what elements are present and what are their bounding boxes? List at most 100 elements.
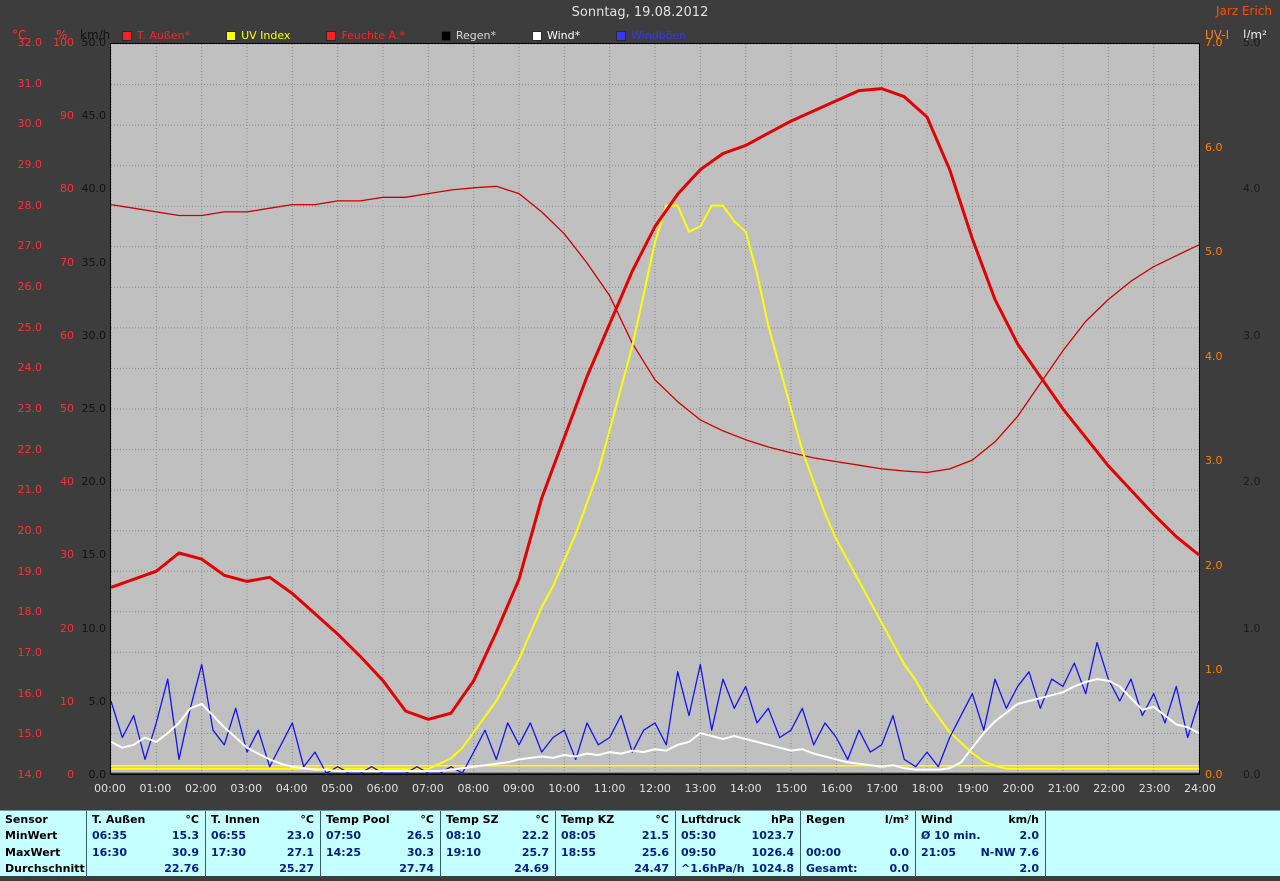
chart-legend: T. Außen* UV Index Feuchte A.* Regen* Wind* W… (122, 29, 722, 42)
chart-plot-area (110, 43, 1200, 775)
time-axis-tick: 24:00 (1184, 782, 1216, 795)
time-axis-tick: 08:00 (457, 782, 490, 795)
legend-item: T. Außen* (122, 29, 190, 42)
time-axis-tick: 23:00 (1138, 782, 1171, 795)
temp-axis-tick: 18.0 (17, 605, 43, 619)
humidity-axis-tick: 20 (60, 621, 74, 635)
uv-axis-tick: 2.0 (1205, 558, 1223, 572)
time-axis-tick: 06:00 (366, 782, 399, 795)
stat-value: N-NW 7.6 (980, 845, 1039, 859)
temp-axis-tick: 19.0 (17, 564, 43, 578)
time-axis-tick: 20:00 (1002, 782, 1035, 795)
temp-axis-tick: 20.0 (17, 524, 43, 537)
uv-axis-tick: 4.0 (1205, 349, 1223, 363)
stat-time: 17:30 (211, 845, 247, 859)
time-axis-tick: 14:00 (729, 782, 762, 795)
uv-axis-tick: 5.0 (1205, 245, 1223, 259)
humidity-axis-tick: 40 (60, 475, 74, 489)
temp-axis-tick: 17.0 (17, 646, 43, 659)
table-cell: 05:30 1023.7 (675, 827, 800, 844)
wind-axis-tick: 0.0 (88, 768, 107, 781)
time-axis-tick: 12:00 (639, 782, 671, 795)
wind-axis-tick: 40.0 (81, 182, 107, 196)
stat-value: 25.7 (521, 845, 549, 859)
sensor-unit: hPa (770, 812, 794, 826)
rain-axis-tick: 2.0 (1243, 475, 1261, 489)
sensor-unit: l/m² (884, 812, 909, 826)
stat-value: 26.5 (406, 829, 434, 843)
sensor-unit: °C (655, 812, 669, 826)
rain-axis-tick: 3.0 (1243, 328, 1261, 342)
legend-swatch (122, 30, 132, 41)
humidity-axis-tick: 30 (60, 548, 74, 562)
table-cell: 25.27 (205, 860, 320, 877)
stat-value: 1024.8 (751, 862, 794, 876)
sensor-unit: °C (185, 812, 199, 826)
stat-time: 09:50 (681, 845, 717, 859)
uv-axis-tick: 1.0 (1205, 663, 1223, 677)
uv-axis-tick: 3.0 (1205, 454, 1223, 468)
humidity-axis-tick: 80 (60, 182, 74, 196)
time-axis-tick: 01:00 (139, 782, 172, 795)
temp-axis-tick: 25.0 (17, 320, 43, 334)
stat-time: 16:30 (92, 845, 128, 859)
wind-axis-tick: 10.0 (81, 621, 107, 635)
sensor-name: T. Innen (211, 812, 260, 826)
stat-value: 1023.7 (751, 829, 794, 843)
temp-axis-tick: 22.0 (17, 442, 43, 456)
legend-label: Windböen (631, 29, 687, 42)
sensor-name: Temp SZ (446, 812, 499, 826)
wind-axis-tick: 15.0 (81, 548, 107, 562)
sensor-unit: °C (300, 812, 314, 826)
table-cell: 19:10 25.7 (440, 844, 555, 861)
table-cell: 14:25 30.3 (320, 844, 440, 861)
legend-item: Regen* (440, 29, 496, 42)
table-filler (1045, 827, 1280, 844)
temp-axis-tick: 28.0 (17, 198, 43, 212)
time-axis-tick: 10:00 (548, 782, 580, 795)
title-bar: Sonntag, 19.08.2012 (0, 0, 1280, 26)
stat-time: 05:30 (681, 829, 717, 843)
table-cell: 18:55 25.6 (555, 844, 675, 861)
table-column-header: T. Innen °C (205, 811, 320, 828)
table-cell: 06:55 23.0 (205, 827, 320, 844)
stat-time: 14:25 (326, 845, 362, 859)
rain-axis-tick: 4.0 (1243, 182, 1261, 196)
stat-value: 25.6 (641, 845, 669, 859)
stat-time: 19:10 (446, 845, 482, 859)
table-cell: 2.0 (915, 860, 1045, 877)
temp-axis-tick: 21.0 (17, 483, 43, 497)
uv-axis-tick: 6.0 (1205, 140, 1223, 154)
time-axis-tick: 09:00 (502, 782, 535, 795)
stat-value: 2.0 (1019, 829, 1040, 843)
table-cell: 17:30 27.1 (205, 844, 320, 861)
stat-time: Ø 10 min. (921, 829, 981, 843)
table-column-header: Regen l/m² (800, 811, 915, 828)
table-filler (1045, 844, 1280, 861)
wind-axis-unit: km/h (80, 28, 111, 42)
table-filler (1045, 860, 1280, 877)
humidity-axis-tick: 10 (60, 694, 74, 708)
wind-line (111, 678, 1199, 773)
legend-swatch (226, 30, 237, 41)
rain-axis-unit: l/m² (1243, 28, 1267, 42)
time-axis-tick: 21:00 (1047, 782, 1080, 795)
table-cell: 08:05 21.5 (555, 827, 675, 844)
time-axis-tick: 07:00 (412, 782, 444, 795)
time-axis-tick: 02:00 (184, 782, 217, 795)
table-cell: 06:35 15.3 (86, 827, 205, 844)
temp-axis-tick: 14.0 (17, 768, 43, 781)
table-cell: 22.76 (86, 860, 205, 877)
sensor-unit: °C (535, 812, 549, 826)
stat-time: ^1.6hPa/h (681, 862, 745, 876)
time-axis-tick: 19:00 (957, 782, 989, 795)
stat-value: 22.76 (164, 862, 199, 876)
wind-axis-tick: 20.0 (81, 475, 107, 489)
temp-aussen-line (111, 87, 1199, 721)
wind-axis-tick: 5.0 (88, 694, 107, 708)
legend-swatch (616, 30, 627, 41)
stat-value: 24.69 (514, 862, 549, 876)
sensor-unit: km/h (1008, 812, 1039, 826)
stat-value: 1026.4 (751, 845, 794, 859)
